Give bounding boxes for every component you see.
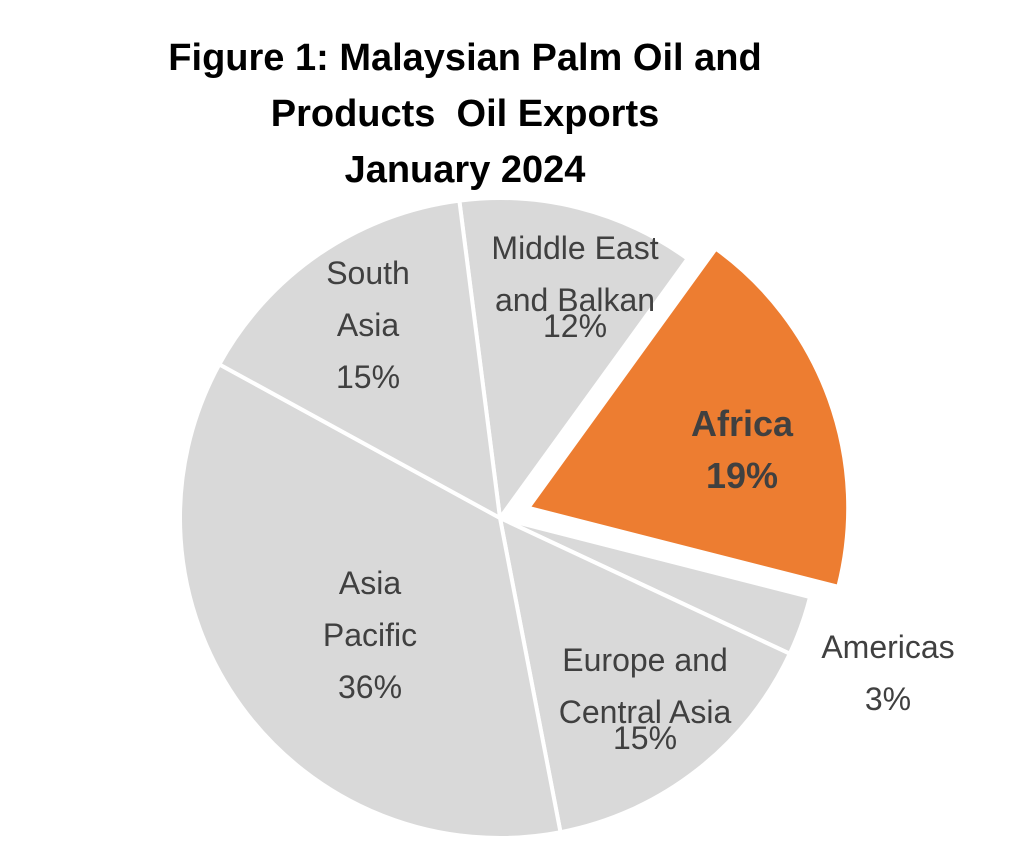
slice-category-label: Americas xyxy=(821,629,955,665)
pie-slice xyxy=(524,245,851,590)
slice-value-label: 15% xyxy=(612,720,678,756)
slice-value-label: 3% xyxy=(864,681,912,717)
pie-slice xyxy=(178,361,563,840)
slice-category-label: South Asia xyxy=(326,255,410,343)
slice-category-label: Europe and Central Asia xyxy=(558,642,732,730)
slice-value-label: 15% xyxy=(335,359,401,395)
slice-value-label: 19% xyxy=(705,455,779,496)
slice-category-label: Africa xyxy=(690,403,794,444)
slice-category-label: Asia Pacific xyxy=(322,565,418,653)
slice-category-label: Middle East and Balkan xyxy=(491,230,659,318)
pie-slice xyxy=(216,198,503,522)
slice-value-label: 12% xyxy=(542,308,608,344)
chart-title: Figure 1: Malaysian Palm Oil and Product… xyxy=(168,37,762,191)
slice-value-label: 36% xyxy=(337,669,403,705)
pie-slice xyxy=(497,514,793,835)
pie-slice xyxy=(457,196,691,524)
